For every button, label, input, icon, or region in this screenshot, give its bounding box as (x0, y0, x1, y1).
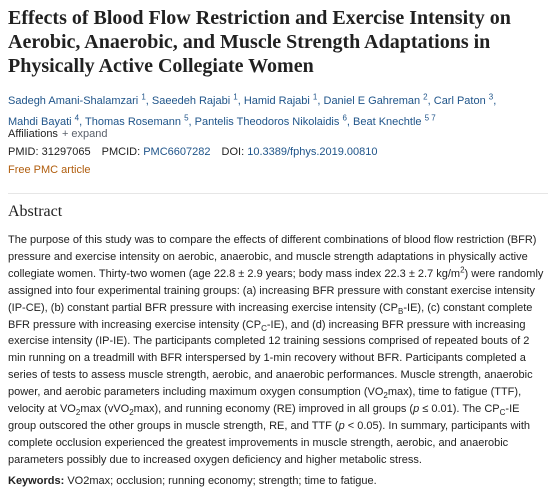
abstract-run: ) were randomly assigned into four exper… (8, 267, 544, 314)
pmid-label: PMID: (8, 146, 39, 158)
doi-link[interactable]: 10.3389/fphys.2019.00810 (247, 146, 378, 158)
abstract-run: max), and running economy (RE) improved … (133, 403, 414, 416)
author-separator: , (493, 94, 497, 107)
abstract-subscript: C (499, 408, 506, 418)
author-affiliation[interactable]: 1 (312, 92, 318, 101)
author: Daniel E Gahreman 2, (323, 92, 431, 107)
abstract-run: The purpose of this study was to compare… (8, 234, 537, 280)
author-affiliation[interactable]: 5 7 (424, 113, 436, 123)
author-affiliation[interactable]: 6 (342, 113, 347, 123)
article-title: Effects of Blood Flow Restriction and Ex… (8, 7, 511, 77)
keywords: Keywords: VO2max; occlusion; running eco… (8, 475, 377, 487)
abstract-italic: p (413, 403, 420, 416)
abstract-run: max), time to fatigue (TTF), velocity at… (8, 386, 522, 416)
author-affiliation[interactable]: 5 (184, 113, 189, 123)
pmid-value: 31297065 (41, 146, 91, 158)
abstract-subscript: B (398, 306, 404, 316)
author-name[interactable]: Beat Knechtle (353, 116, 422, 129)
abstract-subscript: 2 (383, 391, 388, 401)
author-name[interactable]: Daniel E Gahreman (323, 94, 421, 107)
author-list: Sadegh Amani-Shalamzari 1, Saeedeh Rajab… (8, 88, 528, 131)
author-separator: , (346, 116, 350, 129)
author-name[interactable]: Mahdi Bayati (8, 116, 72, 129)
author: Pantelis Theodoros Nikolaidis 6, (194, 113, 350, 129)
author-affiliation[interactable]: 2 (423, 92, 428, 101)
abstract-subscript: 2 (75, 408, 81, 418)
author-name[interactable]: Hamid Rajabi (243, 94, 310, 107)
keywords-text: VO2max; occlusion; running economy; stre… (67, 475, 377, 487)
author-name[interactable]: Carl Paton (433, 94, 486, 107)
abstract-heading: Abstract (8, 203, 63, 220)
author-separator: , (317, 94, 321, 107)
author-name[interactable]: Pantelis Theodoros Nikolaidis (194, 116, 340, 129)
abstract-run: -IE), (c) constant complete BFR pressure… (8, 301, 533, 331)
author-separator: , (79, 116, 83, 129)
doi-label: DOI: (221, 146, 245, 158)
divider (8, 193, 548, 194)
author: Beat Knechtle 5 7 (353, 113, 436, 129)
author: Saeedeh Rajabi 1, (151, 92, 241, 107)
abstract-italic: p (338, 419, 345, 432)
abstract-run: -IE group outscored the other groups in … (8, 403, 520, 432)
expand-toggle[interactable]: + expand (61, 128, 108, 140)
author-name[interactable]: Saeedeh Rajabi (151, 94, 231, 107)
author: Hamid Rajabi 1, (243, 92, 321, 107)
abstract-subscript: C (261, 323, 267, 333)
author: Carl Paton 3, (433, 92, 497, 107)
abstract-text: The purpose of this study was to compare… (8, 232, 546, 469)
abstract-run: < 0.05). In summary, participants with c… (8, 419, 531, 466)
keywords-label: Keywords: (8, 475, 65, 487)
author-affiliation[interactable]: 1 (141, 92, 146, 101)
author: Sadegh Amani-Shalamzari 1, (8, 92, 149, 107)
author-name[interactable]: Sadegh Amani-Shalamzari (8, 94, 139, 107)
abstract-run: ≤ 0.01). The CP (419, 403, 500, 416)
affiliations-label: Affiliations (8, 128, 58, 140)
author-affiliation[interactable]: 4 (74, 113, 80, 123)
abstract-superscript: 2 (460, 265, 465, 275)
free-article-badge: Free PMC article (8, 164, 91, 176)
pmcid-link[interactable]: PMC6607282 (143, 146, 211, 158)
doi: DOI: 10.3389/fphys.2019.00810 (222, 146, 378, 158)
author-separator: , (237, 94, 241, 107)
pmcid-label: PMCID: (101, 146, 141, 158)
author: Mahdi Bayati 4, (8, 113, 83, 129)
author-affiliation[interactable]: 3 (488, 92, 494, 101)
abstract-run: max (vVO (80, 403, 130, 416)
abstract-run: -IE), and (d) increasing BFR pressure wi… (8, 318, 533, 399)
author-separator: , (145, 94, 149, 107)
pmcid: PMCID: PMC6607282 (102, 146, 211, 158)
author-separator: , (188, 116, 192, 129)
author-affiliation[interactable]: 1 (233, 92, 238, 101)
author: Thomas Rosemann 5, (85, 113, 192, 129)
pmid: PMID: 31297065 (8, 146, 91, 158)
abstract-subscript: 2 (129, 408, 134, 418)
affiliations: Affiliations + expand (8, 128, 108, 140)
author-name[interactable]: Thomas Rosemann (85, 116, 182, 129)
identifiers: PMID: 31297065 PMCID: PMC6607282 DOI: 10… (8, 146, 386, 158)
author-separator: , (427, 94, 431, 107)
